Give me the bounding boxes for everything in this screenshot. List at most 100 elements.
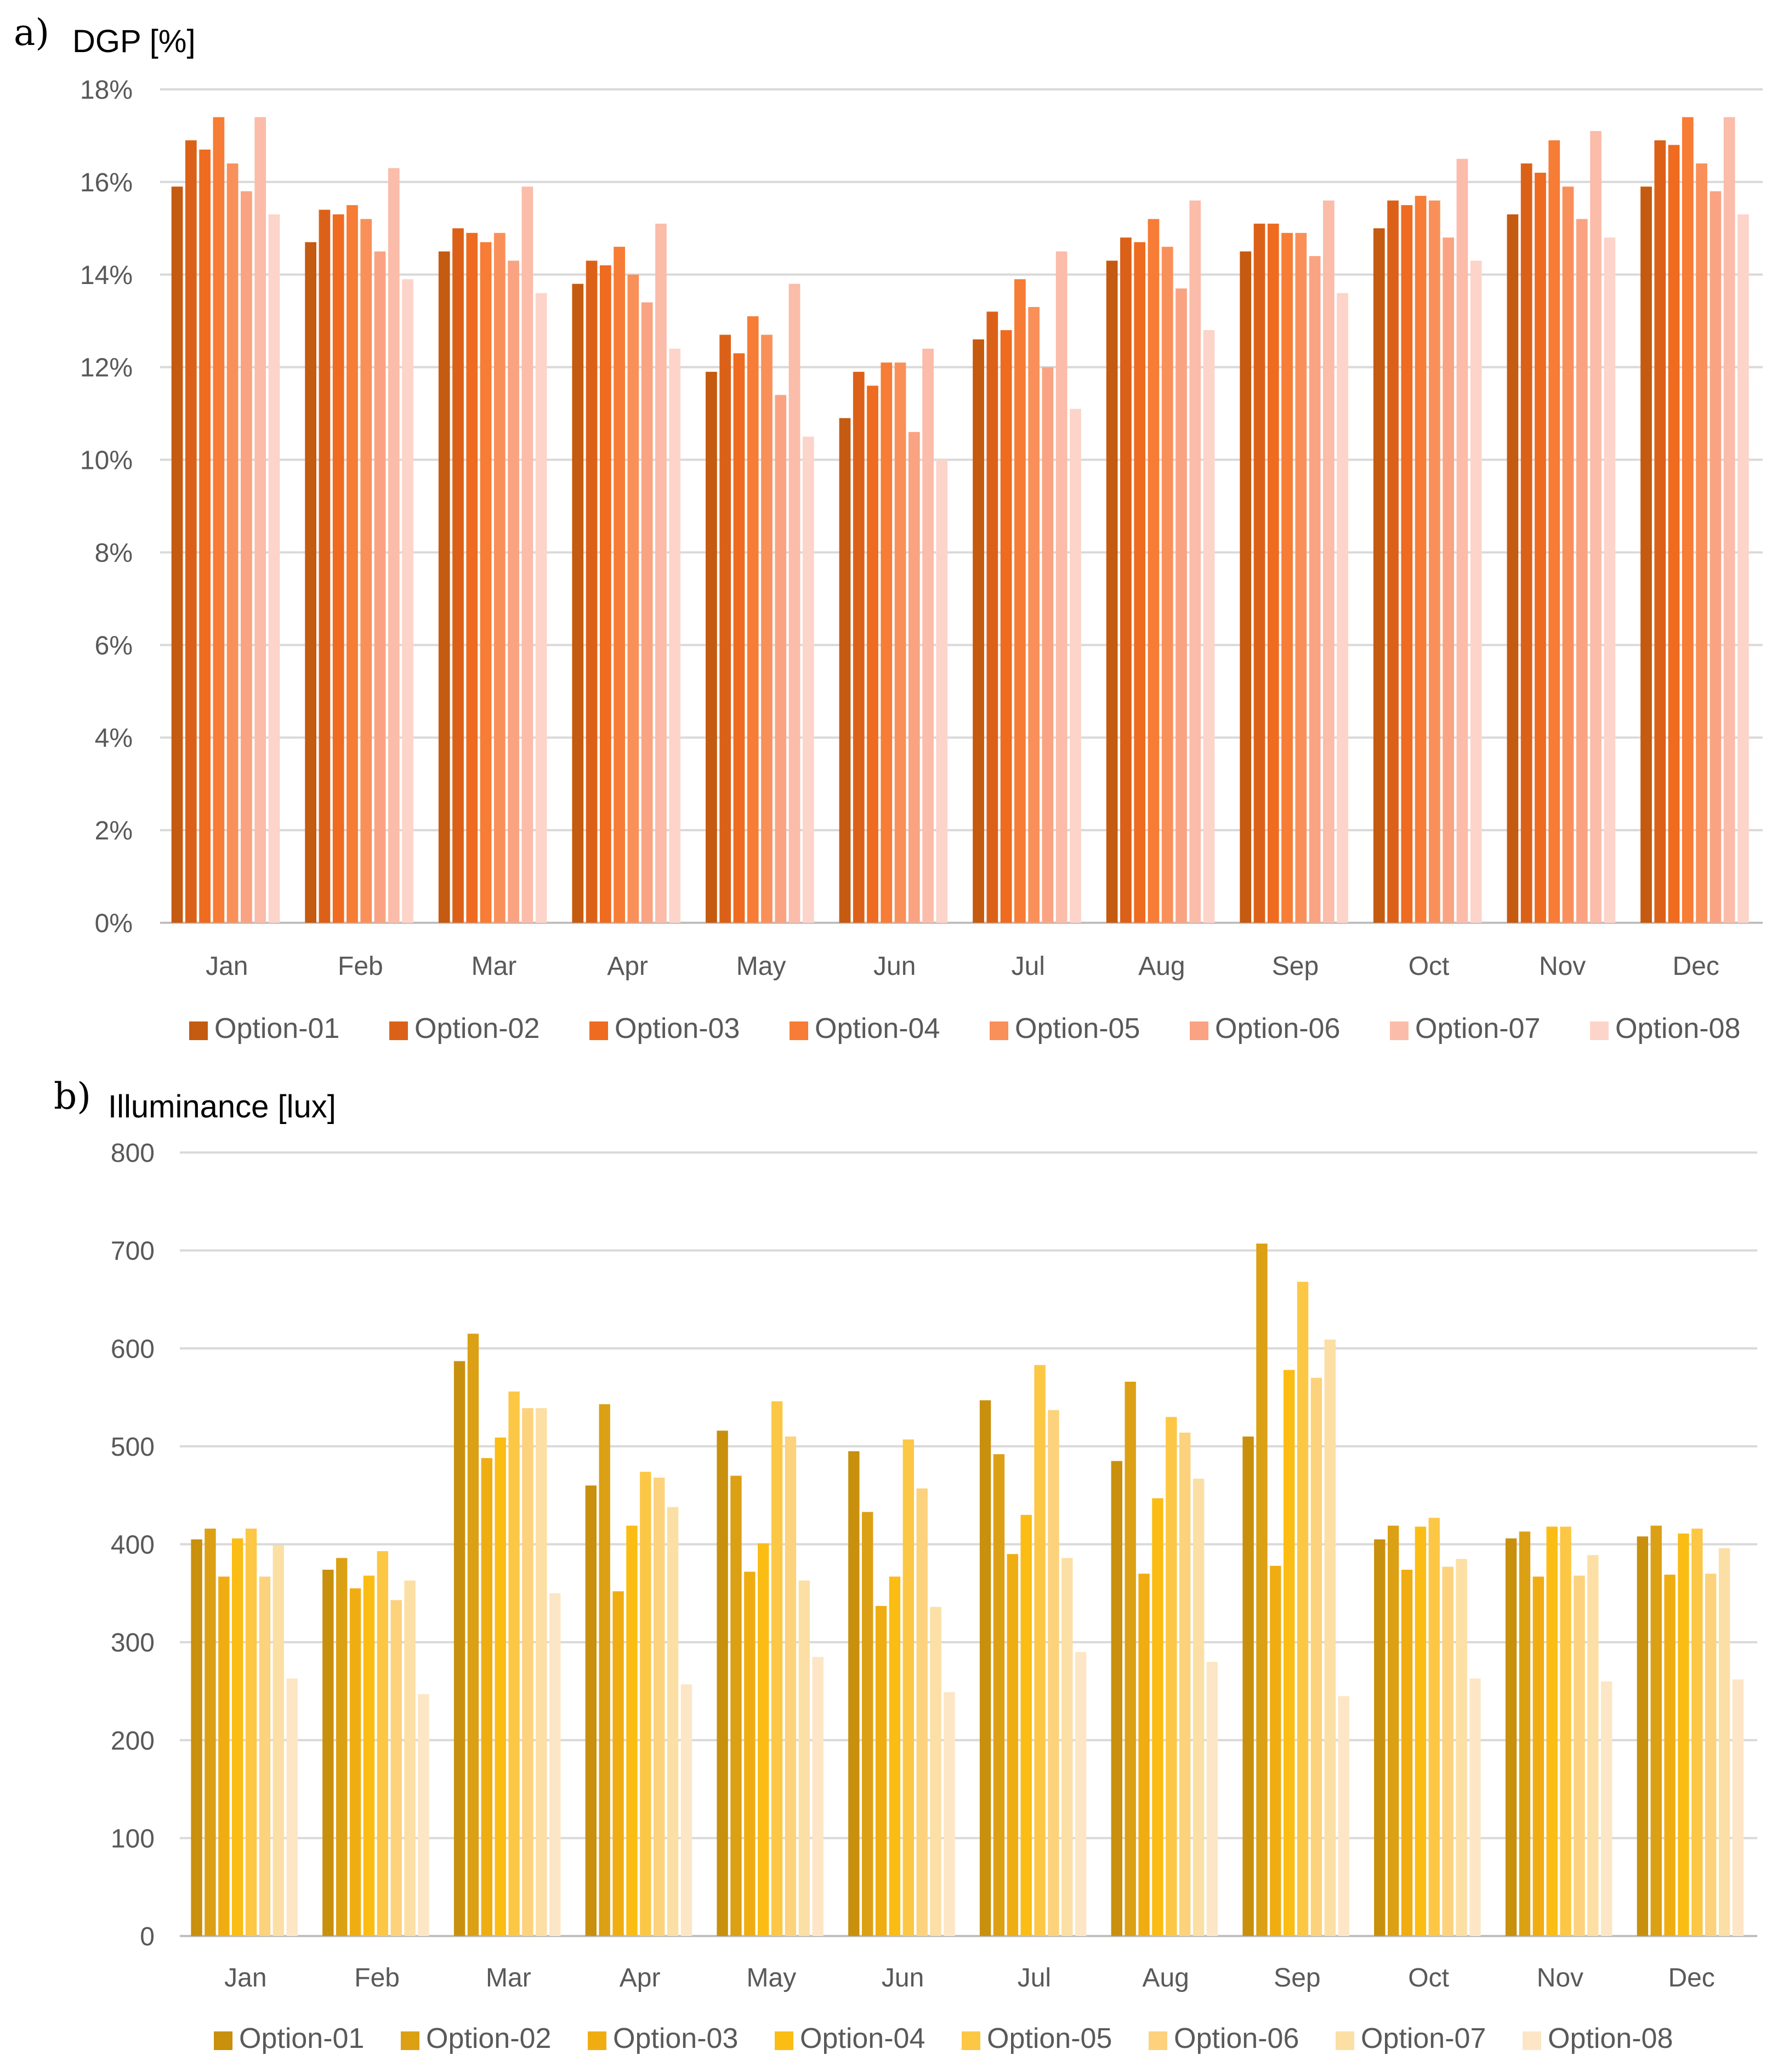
bar-aug-option-02 [1120,237,1132,923]
legend-swatch [1336,2031,1354,2050]
bar-may-option-07 [788,283,800,923]
bar-nov-option-06 [1574,1575,1585,1936]
bar-sep-option-07 [1324,1339,1336,1936]
bar-apr-option-08 [680,1684,692,1936]
bar-may-option-08 [802,436,814,923]
y-tick-label: 400 [111,1531,155,1560]
bar-jan-option-06 [241,191,252,923]
bar-aug-option-06 [1179,1432,1191,1936]
bar-may-option-06 [785,1437,797,1936]
bar-oct-option-06 [1442,1566,1453,1936]
chart-2: b) Illuminance [lux] 0 100 200 300 400 500 600 70… [54,1075,1757,2054]
bar-may-option-04 [758,1543,769,1936]
legend-label: Option-01 [239,2023,364,2054]
y-tick-label: 6% [95,631,133,660]
bar-aug-option-08 [1203,330,1215,923]
bar-feb-option-07 [388,168,400,923]
bar-feb-option-08 [402,279,413,923]
bar-mar-option-01 [438,251,450,923]
bar-apr-option-05 [640,1472,651,1936]
bar-sep-option-08 [1337,293,1348,923]
legend-label: Option-05 [1015,1013,1140,1044]
bar-aug-option-05 [1166,1417,1177,1936]
bar-sep-option-05 [1297,1281,1309,1936]
bar-nov-option-03 [1535,173,1546,923]
bar-feb-option-02 [336,1558,348,1936]
legend-label: Option-08 [1615,1013,1740,1044]
legend-swatch [1523,2031,1541,2050]
bar-apr-option-01 [585,1485,597,1936]
y-tick-label: 300 [111,1628,155,1657]
bar-sep-option-08 [1338,1696,1349,1936]
bar-jun-option-01 [848,1451,860,1936]
x-tick-label: Jul [1018,1963,1051,1992]
bar-dec-option-07 [1723,117,1735,923]
bar-jul-option-01 [973,339,984,923]
x-tick-label: Feb [338,952,383,981]
bar-mar-option-03 [481,1458,493,1936]
legend-swatch [588,2031,606,2050]
bar-sep-option-05 [1295,232,1307,923]
bar-jun-option-04 [881,362,893,923]
chart-1: a) DGP [%] 0% 2% 4% 6% 8% 10% 12% 14% 16% 18% Jan Feb… [14,12,1763,1044]
bar-aug-option-03 [1134,242,1146,923]
bar-jul-option-02 [986,311,998,923]
bar-dec-option-03 [1664,1574,1676,1936]
bar-apr-option-03 [612,1591,624,1936]
bar-nov-option-07 [1590,131,1602,923]
bar-dec-option-06 [1705,1574,1717,1936]
bar-feb-option-08 [418,1694,429,1936]
y-tick-label: 14% [80,261,133,290]
bar-sep-option-02 [1256,1244,1268,1936]
x-tick-label: Jul [1012,952,1045,981]
bar-jan-option-07 [254,117,266,923]
bar-jul-option-02 [993,1454,1005,1936]
bar-jan-option-02 [205,1528,216,1936]
y-tick-label: 16% [80,168,133,197]
x-tick-label: Jan [224,1963,266,1992]
bar-jul-option-04 [1020,1514,1032,1936]
bar-jun-option-06 [916,1488,928,1936]
bar-aug-option-02 [1125,1381,1136,1936]
bar-jun-option-01 [839,418,851,923]
bar-may-option-02 [719,334,731,923]
x-tick-label: Oct [1408,1963,1449,1992]
bar-dec-option-08 [1737,214,1749,923]
x-tick-label: Apr [620,1963,661,1992]
x-tick-label: May [747,1963,797,1992]
bar-oct-option-01 [1374,1539,1385,1936]
bar-jan-option-04 [213,117,225,923]
bar-jan-option-04 [232,1538,243,1936]
bar-apr-option-03 [599,265,611,923]
bar-dec-option-03 [1668,145,1680,923]
x-tick-label: Feb [354,1963,400,1992]
bar-jun-option-08 [944,1692,955,1936]
bar-mar-option-05 [508,1391,520,1936]
bar-sep-option-03 [1267,223,1279,923]
bar-nov-option-04 [1546,1526,1558,1936]
x-tick-label: Mar [486,1963,531,1992]
bar-feb-option-01 [322,1569,334,1936]
bar-jul-option-06 [1042,367,1054,923]
bar-jan-option-01 [191,1539,202,1936]
bar-nov-option-05 [1562,186,1574,923]
bar-may-option-05 [771,1401,783,1936]
bar-mar-option-04 [480,242,492,923]
bar-apr-option-08 [669,348,681,923]
y-tick-label: 600 [111,1335,155,1364]
bar-jun-option-03 [867,385,878,923]
legend-label: Option-06 [1174,2023,1299,2054]
bar-aug-option-07 [1189,200,1201,923]
bar-dec-option-04 [1678,1533,1689,1936]
bar-oct-option-07 [1456,158,1468,923]
x-tick-label: Nov [1539,952,1586,981]
bar-jul-option-08 [1075,1651,1087,1936]
legend-label: Option-03 [615,1013,740,1044]
bar-jul-option-01 [979,1400,991,1936]
legend-swatch [962,2031,980,2050]
bar-apr-option-04 [614,247,625,923]
bar-oct-option-03 [1401,205,1413,923]
bar-jul-option-07 [1055,251,1067,923]
panel-label: a) [14,12,49,54]
